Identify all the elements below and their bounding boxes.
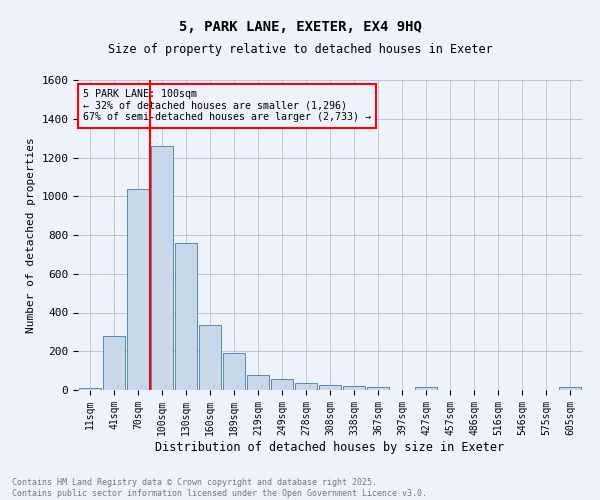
- Bar: [103, 336, 125, 390]
- Bar: [199, 325, 221, 390]
- Text: Size of property relative to detached houses in Exeter: Size of property relative to detached ho…: [107, 42, 493, 56]
- Bar: [343, 386, 365, 390]
- Bar: [559, 387, 581, 390]
- Text: Contains HM Land Registry data © Crown copyright and database right 2025.
Contai: Contains HM Land Registry data © Crown c…: [12, 478, 427, 498]
- Bar: [367, 387, 389, 390]
- Bar: [415, 387, 437, 390]
- Bar: [247, 374, 269, 390]
- Text: 5, PARK LANE, EXETER, EX4 9HQ: 5, PARK LANE, EXETER, EX4 9HQ: [179, 20, 421, 34]
- Bar: [151, 146, 173, 390]
- X-axis label: Distribution of detached houses by size in Exeter: Distribution of detached houses by size …: [155, 440, 505, 454]
- Text: 5 PARK LANE: 100sqm
← 32% of detached houses are smaller (1,296)
67% of semi-det: 5 PARK LANE: 100sqm ← 32% of detached ho…: [83, 90, 371, 122]
- Bar: [79, 388, 101, 390]
- Y-axis label: Number of detached properties: Number of detached properties: [26, 137, 36, 333]
- Bar: [295, 383, 317, 390]
- Bar: [319, 385, 341, 390]
- Bar: [175, 243, 197, 390]
- Bar: [127, 188, 149, 390]
- Bar: [271, 380, 293, 390]
- Bar: [223, 353, 245, 390]
